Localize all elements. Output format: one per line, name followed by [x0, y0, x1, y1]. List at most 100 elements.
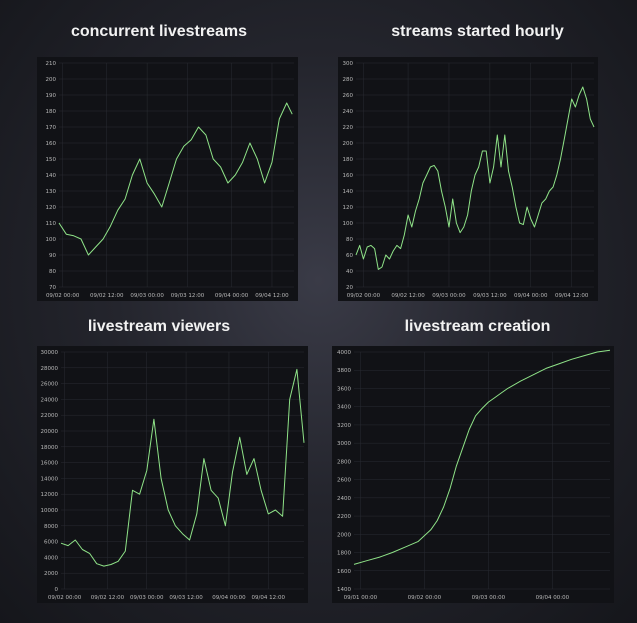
y-tick-label: 30000 — [41, 350, 59, 356]
chart-plot-area: 20 40 60 80 100 120 140 160 180 200 220 240 260 280 30… — [338, 57, 598, 301]
y-tick-label: 1400 — [337, 587, 351, 593]
y-tick-label: 3000 — [337, 441, 351, 447]
y-tick-label: 20000 — [41, 429, 59, 435]
y-tick-label: 170 — [46, 125, 57, 131]
chart-panel-streams-started-hourly: streams started hourly 20 40 60 80 100 120 140… — [318, 0, 637, 311]
x-tick-label: 09/02 00:00 — [408, 595, 442, 601]
y-tick-label: 120 — [46, 205, 57, 211]
chart-svg-3: 1400 1600 1800 2000 2200 2400 2600 2800 3000 3200… — [337, 349, 611, 601]
y-tick-label: 8000 — [44, 524, 58, 530]
y-tick-label: 220 — [343, 125, 354, 131]
y-tick-label: 80 — [49, 269, 56, 275]
y-tick-label: 28000 — [41, 366, 59, 372]
x-tick-label: 09/04 12:00 — [555, 293, 589, 299]
y-tick-label: 4000 — [337, 350, 351, 356]
y-tick-label: 2200 — [337, 514, 351, 520]
y-tick-label: 160 — [46, 141, 57, 147]
y-tick-label: 140 — [46, 173, 57, 179]
y-tick-label: 0 — [55, 587, 59, 593]
y-tick-label: 3600 — [337, 386, 351, 392]
x-tick-label: 09/04 00:00 — [514, 293, 548, 299]
y-tick-label: 130 — [46, 189, 57, 195]
x-tick-label: 09/04 12:00 — [255, 293, 289, 299]
y-tick-label: 200 — [46, 77, 57, 83]
y-tick-label: 90 — [49, 253, 56, 259]
y-tick-label: 150 — [46, 157, 57, 163]
chart-title: livestream viewers — [87, 318, 231, 335]
y-tick-label: 210 — [46, 61, 57, 67]
y-tick-label: 260 — [343, 93, 354, 99]
x-tick-label: 09/04 00:00 — [215, 293, 249, 299]
series-line — [355, 86, 595, 270]
y-tick-label: 240 — [343, 109, 354, 115]
chart-plot-area: 1400 1600 1800 2000 2200 2400 2600 2800 3000 3200… — [332, 346, 614, 603]
chart-plot-area: 0 2000 4000 6000 8000 10000 12000 14000 16000 180… — [37, 346, 308, 603]
y-tick-label: 26000 — [41, 382, 59, 388]
y-tick-label: 16000 — [41, 461, 59, 467]
y-tick-label: 100 — [46, 237, 57, 243]
y-tick-label: 70 — [49, 285, 56, 291]
y-tick-label: 6000 — [44, 540, 58, 546]
y-tick-label: 24000 — [41, 397, 59, 403]
y-tick-label: 12000 — [41, 492, 59, 498]
chart-title: concurrent livestreams — [70, 23, 248, 40]
x-tick-label: 09/01 00:00 — [344, 595, 378, 601]
y-tick-label: 3800 — [337, 368, 351, 374]
y-tick-label: 2000 — [44, 571, 58, 577]
series-line — [58, 102, 293, 256]
x-tick-label: 09/03 12:00 — [169, 595, 203, 601]
x-tick-label: 09/03 00:00 — [472, 595, 506, 601]
y-tick-label: 3400 — [337, 405, 351, 411]
y-tick-label: 40 — [346, 269, 353, 275]
y-tick-label: 1800 — [337, 551, 351, 557]
series-line — [60, 368, 305, 567]
chart-panel-concurrent-livestreams: concurrent livestreams 70 80 90 100 110 120 13… — [0, 0, 318, 311]
y-tick-label: 2600 — [337, 478, 351, 484]
x-tick-label: 09/04 00:00 — [212, 595, 246, 601]
y-tick-label: 18000 — [41, 445, 59, 451]
y-tick-label: 110 — [46, 221, 57, 227]
x-tick-label: 09/04 00:00 — [536, 595, 570, 601]
x-tick-label: 09/03 12:00 — [171, 293, 205, 299]
x-tick-label: 09/03 12:00 — [473, 293, 507, 299]
y-tick-label: 280 — [343, 77, 354, 83]
chart-svg-2: 0 2000 4000 6000 8000 10000 12000 14000 16000 180… — [41, 350, 305, 601]
y-tick-label: 60 — [346, 253, 353, 259]
y-tick-label: 100 — [343, 221, 354, 227]
chart-panel-livestream-creation: livestream creation 1400 1600 1800 2000 2200… — [318, 311, 637, 623]
y-tick-label: 140 — [343, 189, 354, 195]
x-tick-label: 09/03 00:00 — [130, 595, 164, 601]
x-tick-label: 09/04 12:00 — [252, 595, 286, 601]
y-tick-label: 190 — [46, 93, 57, 99]
chart-plot-area: 70 80 90 100 110 120 130 140 150 160 170 180 190 200 2… — [37, 57, 298, 301]
chart-title: livestream creation — [404, 318, 551, 335]
x-tick-label: 09/02 12:00 — [90, 293, 124, 299]
y-tick-label: 160 — [343, 173, 354, 179]
x-tick-label: 09/03 00:00 — [432, 293, 466, 299]
y-tick-label: 14000 — [41, 476, 59, 482]
x-tick-label: 09/02 12:00 — [91, 595, 125, 601]
y-tick-label: 22000 — [41, 413, 59, 419]
y-tick-label: 180 — [343, 157, 354, 163]
y-tick-label: 20 — [346, 285, 353, 291]
chart-svg-1: 20 40 60 80 100 120 140 160 180 200 220 240 260 280 30… — [343, 61, 595, 299]
y-tick-label: 4000 — [44, 555, 58, 561]
y-tick-label: 2000 — [337, 532, 351, 538]
chart-svg-0: 70 80 90 100 110 120 130 140 150 160 170 180 190 200 2… — [46, 61, 294, 299]
x-tick-label: 09/02 00:00 — [46, 293, 80, 299]
series-line — [353, 349, 611, 565]
y-tick-label: 2800 — [337, 459, 351, 465]
chart-panel-livestream-viewers: livestream viewers 0 2000 4000 6000 8000 1000… — [0, 311, 318, 623]
x-tick-label: 09/02 00:00 — [347, 293, 381, 299]
y-tick-label: 180 — [46, 109, 57, 115]
y-tick-label: 10000 — [41, 508, 59, 514]
x-tick-label: 09/02 12:00 — [391, 293, 425, 299]
y-tick-label: 80 — [346, 237, 353, 243]
y-tick-label: 1600 — [337, 569, 351, 575]
x-tick-label: 09/02 00:00 — [48, 595, 82, 601]
y-tick-label: 2400 — [337, 496, 351, 502]
y-tick-label: 200 — [343, 141, 354, 147]
y-tick-label: 300 — [343, 61, 354, 67]
y-tick-label: 120 — [343, 205, 354, 211]
chart-title: streams started hourly — [391, 23, 564, 40]
